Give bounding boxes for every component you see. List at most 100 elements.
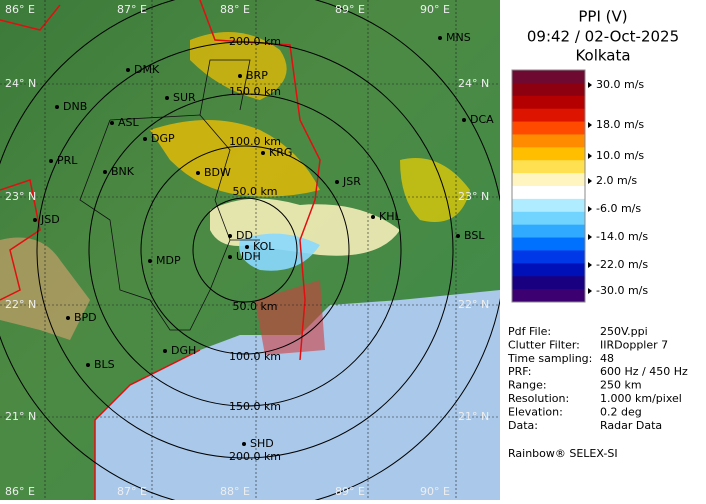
city-label: KRG xyxy=(269,146,292,159)
color-swatch xyxy=(512,237,585,251)
city-label: BRP xyxy=(246,69,268,82)
lat-label: 23° N xyxy=(458,190,489,203)
city-label: BLS xyxy=(94,358,115,371)
legend-label: 10.0 m/s xyxy=(596,149,644,162)
echo xyxy=(190,32,287,100)
legend-label: -6.0 m/s xyxy=(596,202,641,215)
city-label: DGH xyxy=(171,344,196,357)
city-dot xyxy=(196,171,200,175)
color-swatch xyxy=(512,147,585,161)
lon-label: 87° E xyxy=(117,485,147,498)
city-dot xyxy=(103,170,107,174)
legend-label: -14.0 m/s xyxy=(596,230,648,243)
tick-arrow xyxy=(588,178,592,184)
city-dot xyxy=(456,234,460,238)
tick-arrow xyxy=(588,153,592,159)
info-key: PRF: xyxy=(508,365,531,378)
lon-label: 89° E xyxy=(335,3,365,16)
lon-label: 88° E xyxy=(220,3,250,16)
range-label: 50.0 km xyxy=(232,300,277,313)
city-label: DMK xyxy=(134,63,160,76)
city-dot xyxy=(66,316,70,320)
range-label: 100.0 km xyxy=(229,135,281,148)
tick-arrow xyxy=(588,206,592,212)
color-swatch xyxy=(512,198,585,213)
lon-label: 88° E xyxy=(220,485,250,498)
range-label: 50.0 km xyxy=(232,185,277,198)
title: PPI (V) xyxy=(578,8,627,26)
color-swatch xyxy=(512,134,585,148)
lat-label: 24° N xyxy=(458,77,489,90)
lat-label: 22° N xyxy=(5,298,36,311)
info-value: IIRDoppler 7 xyxy=(600,338,668,351)
info-value: 600 Hz / 450 Hz xyxy=(600,365,688,378)
graticule xyxy=(0,0,500,500)
color-swatch xyxy=(512,121,585,135)
color-swatch xyxy=(512,160,585,174)
timestamp: 09:42 / 02-Oct-2025 xyxy=(527,28,679,46)
city-label: JSR xyxy=(342,175,361,188)
tick-arrow xyxy=(588,122,592,128)
lat-label: 21° N xyxy=(458,410,489,423)
lon-label: 89° E xyxy=(335,485,365,498)
info-table: Pdf File: 250V.ppi Clutter Filter: IIRDoppl… xyxy=(507,325,688,432)
city-dot xyxy=(126,68,130,72)
info-value: 250V.ppi xyxy=(600,325,648,338)
city-dot xyxy=(55,105,59,109)
color-swatch xyxy=(512,211,585,226)
info-value: 0.2 deg xyxy=(600,405,642,418)
city-label: DD xyxy=(236,229,253,242)
lat-label: 23° N xyxy=(5,190,36,203)
city-label: PRL xyxy=(57,154,78,167)
tick-arrow xyxy=(588,288,592,294)
city-label: BPD xyxy=(74,311,97,324)
range-label: 200.0 km xyxy=(229,450,281,463)
legend-label: 30.0 m/s xyxy=(596,78,644,91)
range-ring xyxy=(192,197,298,303)
color-swatch xyxy=(512,82,585,97)
map: 86° E 87° E 88° E 89° E 90° E 86° E 87° E 88° E… xyxy=(0,0,506,504)
city-dot xyxy=(33,218,37,222)
city-dot xyxy=(148,259,152,263)
city-dot xyxy=(163,349,167,353)
legend-frame xyxy=(511,69,586,303)
info-value: 250 km xyxy=(600,379,642,392)
info-key: Resolution: xyxy=(508,392,569,405)
city-label: BDW xyxy=(204,166,231,179)
city-dot xyxy=(228,255,232,259)
city-label: SUR xyxy=(173,91,196,104)
info-key: Time sampling: xyxy=(507,352,592,365)
city-label: BSL xyxy=(464,229,485,242)
range-ring xyxy=(88,93,402,407)
city-dot xyxy=(242,442,246,446)
info-value: 48 xyxy=(600,352,614,365)
range-label: 150.0 km xyxy=(229,400,281,413)
tick-arrow xyxy=(588,234,592,240)
color-swatch xyxy=(512,70,585,84)
lat-label: 21° N xyxy=(5,410,36,423)
city-dot xyxy=(110,121,114,125)
city-label: BNK xyxy=(111,165,135,178)
delta xyxy=(255,280,325,355)
city-label: UDH xyxy=(236,250,261,263)
city-dot xyxy=(228,234,232,238)
lon-label: 86° E xyxy=(5,3,35,16)
color-swatch xyxy=(512,186,585,200)
city-dot xyxy=(245,245,249,249)
info-key: Clutter Filter: xyxy=(508,338,580,351)
city-dot xyxy=(261,151,265,155)
city-dot xyxy=(143,137,147,141)
city-label: MNS xyxy=(446,31,471,44)
range-ring xyxy=(140,145,350,355)
city-dot xyxy=(335,180,339,184)
range-label: 200.0 km xyxy=(229,35,281,48)
sea xyxy=(95,290,500,500)
lon-label: 86° E xyxy=(5,485,35,498)
range-label: 150.0 km xyxy=(229,85,281,98)
legend-label: -30.0 m/s xyxy=(596,284,648,297)
color-swatch xyxy=(512,289,585,303)
footer: Rainbow® SELEX-SI xyxy=(508,447,618,460)
info-key: Data: xyxy=(508,419,538,432)
info-key: Range: xyxy=(508,379,547,392)
